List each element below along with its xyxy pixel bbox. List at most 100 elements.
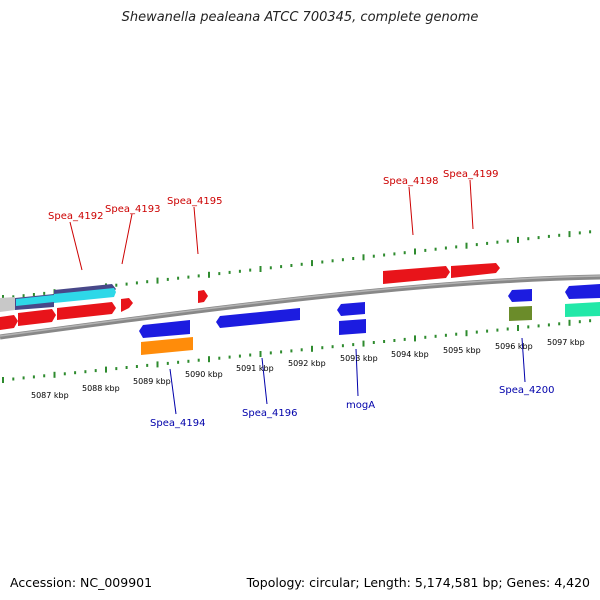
gene-arrow[interactable] bbox=[57, 302, 116, 320]
gene-arrow[interactable] bbox=[508, 289, 532, 302]
minor-tick bbox=[43, 374, 46, 378]
major-tick bbox=[568, 231, 571, 238]
minor-tick bbox=[249, 353, 252, 357]
minor-tick bbox=[475, 330, 478, 334]
minor-tick bbox=[496, 240, 499, 244]
minor-tick bbox=[589, 230, 592, 234]
major-tick bbox=[156, 277, 159, 284]
minor-tick bbox=[146, 280, 149, 284]
minor-tick bbox=[74, 371, 77, 375]
gene-arrow[interactable] bbox=[216, 308, 300, 328]
gene-label-spea-4193[interactable]: Spea_4193 bbox=[105, 204, 160, 215]
minor-tick bbox=[218, 272, 221, 276]
gene-label-spea-4200[interactable]: Spea_4200 bbox=[499, 385, 554, 396]
minor-tick bbox=[341, 258, 344, 262]
minor-tick bbox=[393, 339, 396, 342]
gene-arrow[interactable] bbox=[198, 290, 208, 303]
major-tick bbox=[2, 377, 4, 383]
major-tick bbox=[105, 366, 107, 373]
gene-arrow[interactable] bbox=[16, 295, 54, 306]
minor-tick bbox=[403, 251, 406, 255]
minor-tick bbox=[547, 234, 550, 238]
scale-label: 5093 kbp bbox=[340, 354, 378, 363]
gene-arrow[interactable] bbox=[18, 309, 56, 326]
minor-tick bbox=[125, 282, 128, 286]
minor-tick bbox=[383, 340, 386, 343]
scale-label: 5095 kbp bbox=[443, 346, 481, 355]
gene-label-spea-4198[interactable]: Spea_4198 bbox=[383, 176, 438, 187]
gene-arrow[interactable] bbox=[139, 320, 190, 338]
scale-label: 5092 kbp bbox=[288, 359, 326, 368]
minor-tick bbox=[393, 252, 396, 256]
minor-tick bbox=[444, 333, 447, 337]
gene-label-spea-4192[interactable]: Spea_4192 bbox=[48, 211, 103, 222]
major-tick bbox=[53, 371, 56, 378]
gene-label-spea-4196[interactable]: Spea_4196 bbox=[242, 408, 297, 419]
minor-tick bbox=[331, 345, 334, 349]
minor-tick bbox=[146, 363, 149, 367]
gene-arrow[interactable] bbox=[0, 315, 18, 330]
gene-label-spea-4195[interactable]: Spea_4195 bbox=[167, 196, 222, 207]
minor-tick bbox=[352, 343, 355, 347]
minor-tick bbox=[300, 348, 303, 352]
minor-tick bbox=[94, 369, 97, 373]
gene-arrow[interactable] bbox=[565, 302, 600, 317]
minor-tick bbox=[434, 247, 437, 251]
scale-label: 5091 kbp bbox=[236, 364, 274, 373]
scale-label: 5094 kbp bbox=[391, 350, 429, 359]
gene-arrow[interactable] bbox=[0, 297, 15, 312]
gene-arrow[interactable] bbox=[54, 288, 116, 303]
minor-tick bbox=[372, 254, 375, 258]
minor-tick bbox=[455, 245, 458, 249]
gene-label-spea-4199[interactable]: Spea_4199 bbox=[443, 169, 498, 180]
minor-tick bbox=[269, 351, 272, 355]
scale-label: 5090 kbp bbox=[185, 370, 223, 379]
gene-arrow[interactable] bbox=[451, 263, 500, 278]
leader-line bbox=[521, 337, 526, 383]
gene-arrow[interactable] bbox=[339, 319, 366, 335]
minor-tick bbox=[537, 324, 540, 328]
major-tick bbox=[414, 248, 416, 255]
minor-tick bbox=[125, 366, 128, 369]
major-tick bbox=[362, 254, 365, 261]
gene-arrow[interactable] bbox=[141, 337, 193, 355]
gene-arrow[interactable] bbox=[509, 306, 532, 321]
minor-tick bbox=[321, 260, 324, 264]
minor-tick bbox=[290, 349, 293, 353]
minor-tick bbox=[578, 320, 581, 324]
minor-tick bbox=[290, 264, 293, 267]
major-tick bbox=[208, 271, 210, 278]
leader-line bbox=[169, 368, 177, 415]
minor-tick bbox=[166, 277, 169, 281]
minor-tick bbox=[177, 276, 180, 280]
gene-label-spea-4194[interactable]: Spea_4194 bbox=[150, 418, 205, 429]
minor-tick bbox=[321, 346, 324, 350]
scale-label: 5096 kbp bbox=[495, 342, 533, 351]
gene-arrow[interactable] bbox=[565, 284, 600, 299]
major-tick bbox=[311, 345, 313, 352]
gene-arrow[interactable] bbox=[337, 302, 365, 316]
minor-tick bbox=[249, 268, 252, 272]
minor-tick bbox=[166, 361, 169, 365]
gene-arrow[interactable] bbox=[121, 298, 133, 312]
minor-tick bbox=[197, 358, 200, 362]
minor-tick bbox=[238, 269, 241, 273]
leader-line bbox=[469, 179, 474, 230]
minor-tick bbox=[589, 319, 592, 323]
minor-tick bbox=[496, 328, 499, 332]
gene-arrow[interactable] bbox=[383, 266, 450, 284]
minor-tick bbox=[352, 257, 355, 260]
genome-backbone-highlight bbox=[0, 275, 600, 337]
gene-label-moga[interactable]: mogA bbox=[346, 400, 375, 411]
minor-tick bbox=[444, 246, 447, 250]
minor-tick bbox=[135, 281, 138, 285]
minor-tick bbox=[187, 275, 190, 279]
reverse-tick-track bbox=[2, 319, 592, 383]
minor-tick bbox=[331, 259, 334, 263]
minor-tick bbox=[558, 233, 561, 237]
genome-backbone bbox=[0, 274, 600, 340]
major-tick bbox=[414, 335, 416, 342]
minor-tick bbox=[197, 274, 200, 278]
minor-tick bbox=[280, 265, 283, 269]
